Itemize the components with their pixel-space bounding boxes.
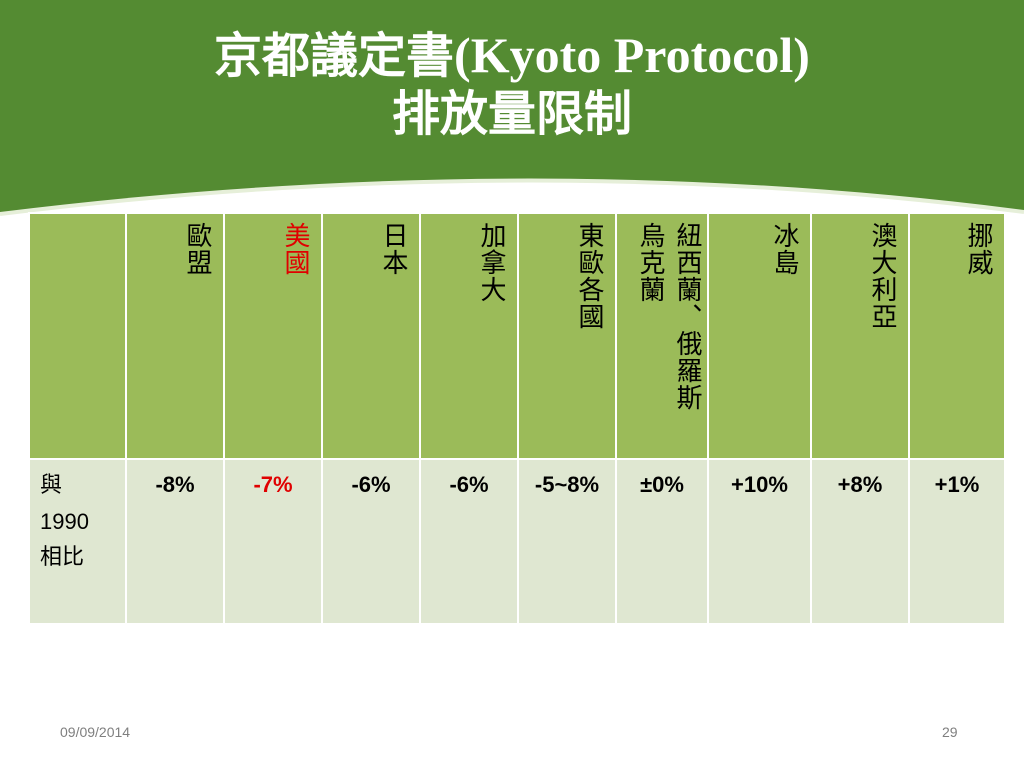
value-cell-eastern-europe: -5~8% <box>517 458 617 625</box>
row-label-part-1: 與 <box>40 473 63 498</box>
header-cell-usa: 美國 <box>223 212 323 460</box>
value-eu: -8% <box>155 472 195 497</box>
page-number: 29 <box>942 724 958 740</box>
header-cell-eu: 歐盟 <box>125 212 225 460</box>
emission-limits-table: 歐盟 美國 日本 加拿大 東歐各國 紐西蘭、俄羅斯 烏克蘭 冰島 澳大利亞 挪威… <box>28 212 1006 625</box>
slide-title: 京都議定書(Kyoto Protocol) 排放量限制 <box>0 26 1024 143</box>
header-label-norway: 挪威 <box>963 222 993 276</box>
value-cell-norway: +1% <box>908 458 1006 625</box>
value-cell-nz-russia-ukraine: ±0% <box>615 458 709 625</box>
value-japan: -6% <box>351 472 391 497</box>
header-label-canada: 加拿大 <box>476 222 506 303</box>
header-cell-iceland: 冰島 <box>707 212 812 460</box>
title-latin: (Kyoto Protocol) <box>454 27 810 83</box>
value-eastern-europe: -5~8% <box>534 472 600 497</box>
header-corner-cell <box>28 212 127 460</box>
header-cell-japan: 日本 <box>321 212 421 460</box>
value-norway: +1% <box>934 472 980 497</box>
title-cjk: 京都議定書 <box>214 28 455 84</box>
header-label-japan: 日本 <box>378 222 408 276</box>
value-cell-usa: -7% <box>223 458 323 625</box>
header-cell-canada: 加拿大 <box>419 212 519 460</box>
value-canada: -6% <box>449 472 489 497</box>
header-cell-norway: 挪威 <box>908 212 1006 460</box>
title-line-1: 京都議定書(Kyoto Protocol) <box>0 26 1024 85</box>
row-label-part-2: 相比 <box>40 545 85 570</box>
value-cell-japan: -6% <box>321 458 421 625</box>
row-label-year: 1990 <box>40 509 89 534</box>
value-australia: +8% <box>837 472 883 497</box>
header-cell-australia: 澳大利亞 <box>810 212 910 460</box>
header-row: 歐盟 美國 日本 加拿大 東歐各國 紐西蘭、俄羅斯 烏克蘭 冰島 澳大利亞 挪威 <box>28 212 1006 460</box>
value-cell-eu: -8% <box>125 458 225 625</box>
value-row: 與 1990 相比 -8% -7% -6% -6% -5~8% ±0% +10%… <box>28 458 1006 625</box>
header-label-nz-russia: 紐西蘭、俄羅斯 <box>672 222 702 411</box>
row-label-cell: 與 1990 相比 <box>28 458 127 625</box>
header-label-usa: 美國 <box>280 222 310 276</box>
value-cell-canada: -6% <box>419 458 519 625</box>
header-label-eu: 歐盟 <box>182 222 212 276</box>
title-line-2: 排放量限制 <box>391 86 632 142</box>
value-usa: -7% <box>253 472 293 497</box>
header-label-australia: 澳大利亞 <box>867 222 897 330</box>
value-nz-russia-ukraine: ±0% <box>640 472 684 497</box>
value-iceland: +10% <box>731 472 788 497</box>
header-cell-nz-russia-ukraine: 紐西蘭、俄羅斯 烏克蘭 <box>615 212 709 460</box>
header-label-eastern-europe: 東歐各國 <box>574 222 604 330</box>
header-label-iceland: 冰島 <box>769 222 799 276</box>
header-label-ukraine: 烏克蘭 <box>635 222 665 303</box>
header-cell-eastern-europe: 東歐各國 <box>517 212 617 460</box>
value-cell-iceland: +10% <box>707 458 812 625</box>
title-banner <box>0 0 1024 216</box>
row-label: 與 1990 相比 <box>30 460 125 576</box>
value-cell-australia: +8% <box>810 458 910 625</box>
footer-date: 09/09/2014 <box>60 724 131 740</box>
